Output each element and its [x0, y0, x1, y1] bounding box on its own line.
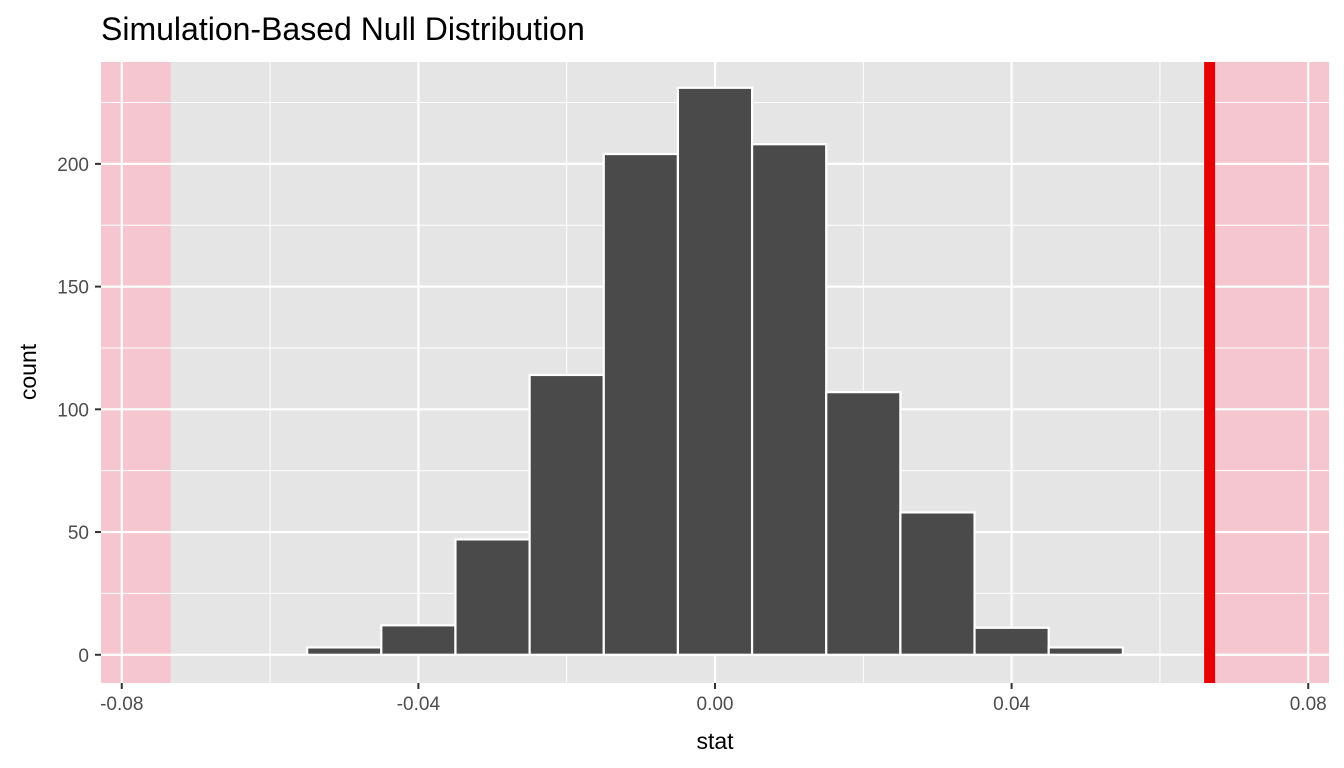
- histogram-bar-11: [825, 391, 902, 656]
- histogram-bar-4: [306, 646, 383, 656]
- y-tick-label: 50: [68, 523, 89, 544]
- histogram-bar-14: [1047, 646, 1124, 656]
- y-tick-label: 150: [57, 278, 89, 299]
- x-tick-label: -0.04: [397, 694, 441, 715]
- y-tick-label: 100: [57, 400, 89, 421]
- histogram-bar-12: [899, 511, 976, 656]
- y-axis-title: count: [15, 343, 41, 400]
- shaded-region-1: [101, 62, 171, 683]
- histogram-bar-13: [973, 626, 1050, 656]
- x-tick-label: 0.04: [993, 694, 1030, 715]
- histogram-bar-9: [676, 86, 754, 656]
- histogram-bar-5: [380, 624, 457, 656]
- shaded-region-2: [1209, 62, 1329, 683]
- x-axis-title: stat: [696, 728, 734, 754]
- histogram-bar-8: [602, 152, 680, 656]
- histogram-bars: [306, 86, 1124, 656]
- x-tick-label: 0.08: [1290, 694, 1327, 715]
- x-tick-label: 0.00: [697, 694, 734, 715]
- y-tick-label: 0: [78, 646, 89, 667]
- axes: -0.08 -0.04 0.00 0.04 0.08 0 50 100 150 200: [57, 155, 1326, 715]
- histogram-bar-7: [528, 373, 605, 656]
- chart-title: Simulation-Based Null Distribution: [101, 11, 585, 47]
- y-tick-label: 200: [57, 155, 89, 176]
- histogram-bar-6: [454, 538, 531, 656]
- x-tick-label: -0.08: [100, 694, 143, 715]
- histogram-bar-10: [750, 143, 828, 656]
